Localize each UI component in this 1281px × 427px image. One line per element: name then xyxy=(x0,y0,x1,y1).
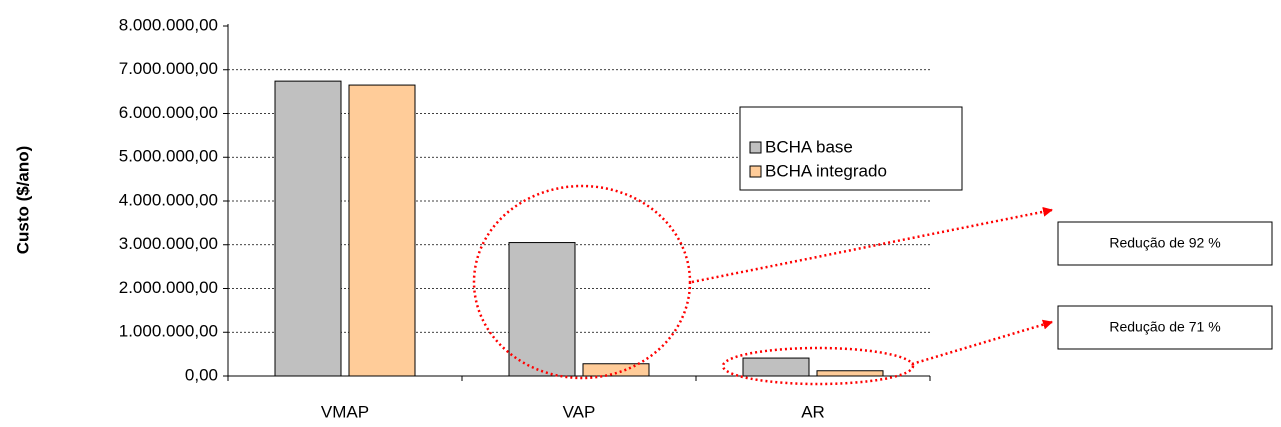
y-tick-label: 7.000.000,00 xyxy=(119,59,218,78)
legend-swatch xyxy=(749,165,762,178)
x-tick-label: AR xyxy=(801,402,825,421)
y-tick-label: 5.000.000,00 xyxy=(119,147,218,166)
annotation-box xyxy=(1057,305,1273,350)
x-tick-label: VMAP xyxy=(321,402,369,421)
y-tick-label: 2.000.000,00 xyxy=(119,278,218,297)
y-tick-label: 3.000.000,00 xyxy=(119,234,218,253)
bar xyxy=(816,370,884,377)
legend-label: BCHA integrado xyxy=(765,161,887,180)
y-tick-label: 1.000.000,00 xyxy=(119,322,218,341)
bar xyxy=(742,357,810,377)
legend-box xyxy=(739,106,963,191)
legend-swatch xyxy=(749,141,762,154)
bar xyxy=(582,363,650,377)
x-tick-label: VAP xyxy=(563,402,596,421)
y-tick-label: 8.000.000,00 xyxy=(119,15,218,34)
annotation: Redução de 92 % xyxy=(1109,235,1220,251)
bar xyxy=(274,80,342,377)
bar xyxy=(508,242,576,377)
annotation-box xyxy=(1057,221,1273,266)
y-axis-title: Custo ($/ano) xyxy=(13,146,32,255)
highlight-ellipse xyxy=(472,184,692,380)
y-tick-label: 4.000.000,00 xyxy=(119,190,218,209)
y-tick-label: 0,00 xyxy=(185,365,218,384)
y-tick-label: 6.000.000,00 xyxy=(119,103,218,122)
arrow xyxy=(691,206,1053,284)
highlight-ellipse xyxy=(721,346,915,386)
arrow xyxy=(911,319,1053,366)
annotation: Redução de 71 % xyxy=(1109,319,1220,335)
legend-label: BCHA base xyxy=(765,137,853,156)
bar xyxy=(348,84,416,377)
